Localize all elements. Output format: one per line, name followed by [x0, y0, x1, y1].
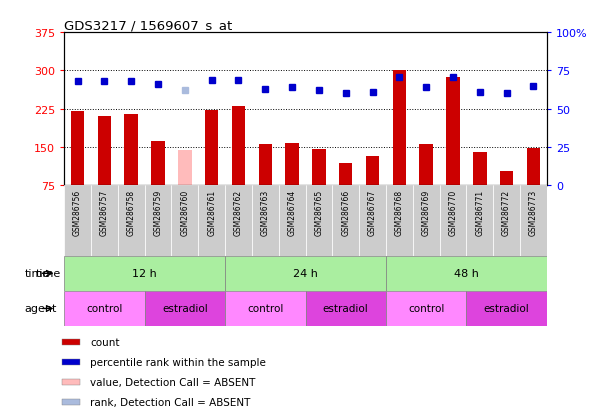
Bar: [473, 153, 486, 186]
Text: count: count: [90, 337, 120, 347]
Text: GSM286759: GSM286759: [153, 189, 163, 235]
Bar: [62, 358, 80, 366]
Bar: [413, 186, 439, 256]
Bar: [493, 186, 520, 256]
Text: estradiol: estradiol: [484, 304, 530, 314]
Text: estradiol: estradiol: [162, 304, 208, 314]
Bar: [172, 186, 198, 256]
Bar: [332, 186, 359, 256]
Bar: [118, 186, 145, 256]
Text: GSM286768: GSM286768: [395, 189, 404, 235]
Text: control: control: [247, 304, 284, 314]
Bar: [306, 186, 332, 256]
Bar: [145, 291, 225, 326]
Text: GSM286760: GSM286760: [180, 189, 189, 235]
Text: time: time: [24, 268, 49, 279]
Text: GSM286767: GSM286767: [368, 189, 377, 235]
Bar: [145, 186, 172, 256]
Bar: [366, 157, 379, 186]
Bar: [71, 112, 84, 186]
Text: 48 h: 48 h: [454, 268, 479, 279]
Bar: [64, 291, 145, 326]
Text: GSM286758: GSM286758: [126, 189, 136, 235]
Bar: [125, 114, 138, 186]
Bar: [64, 186, 91, 256]
Text: 24 h: 24 h: [293, 268, 318, 279]
Bar: [339, 164, 353, 186]
Bar: [178, 150, 191, 186]
Bar: [62, 379, 80, 385]
Bar: [527, 149, 540, 186]
Text: GSM286766: GSM286766: [341, 189, 350, 235]
Bar: [359, 186, 386, 256]
Text: GSM286765: GSM286765: [315, 189, 323, 235]
Text: GSM286762: GSM286762: [234, 189, 243, 235]
Text: GSM286773: GSM286773: [529, 189, 538, 235]
Bar: [386, 291, 466, 326]
Bar: [225, 256, 386, 291]
Text: control: control: [408, 304, 444, 314]
Text: estradiol: estradiol: [323, 304, 368, 314]
Bar: [466, 291, 547, 326]
Text: time: time: [36, 268, 61, 279]
Bar: [198, 186, 225, 256]
Bar: [64, 256, 225, 291]
Text: GDS3217 / 1569607_s_at: GDS3217 / 1569607_s_at: [64, 19, 232, 32]
Bar: [386, 186, 413, 256]
Text: GSM286761: GSM286761: [207, 189, 216, 235]
Text: GSM286772: GSM286772: [502, 189, 511, 235]
Bar: [91, 186, 118, 256]
Bar: [439, 186, 466, 256]
Bar: [62, 399, 80, 405]
Bar: [152, 142, 165, 186]
Text: GSM286771: GSM286771: [475, 189, 485, 235]
Bar: [446, 77, 459, 186]
Bar: [306, 291, 386, 326]
Bar: [420, 145, 433, 186]
Text: GSM286756: GSM286756: [73, 189, 82, 235]
Bar: [500, 171, 513, 186]
Text: value, Detection Call = ABSENT: value, Detection Call = ABSENT: [90, 377, 255, 387]
Bar: [279, 186, 306, 256]
Bar: [312, 149, 326, 186]
Text: GSM286757: GSM286757: [100, 189, 109, 235]
Text: agent: agent: [24, 304, 57, 314]
Bar: [285, 144, 299, 186]
Text: percentile rank within the sample: percentile rank within the sample: [90, 357, 266, 367]
Bar: [98, 117, 111, 186]
Bar: [232, 107, 245, 186]
Text: GSM286764: GSM286764: [288, 189, 296, 235]
Bar: [393, 71, 406, 186]
Bar: [225, 186, 252, 256]
Bar: [62, 339, 80, 345]
Text: control: control: [86, 304, 123, 314]
Text: rank, Detection Call = ABSENT: rank, Detection Call = ABSENT: [90, 397, 251, 407]
Bar: [252, 186, 279, 256]
Bar: [520, 186, 547, 256]
Bar: [205, 110, 218, 186]
Text: GSM286770: GSM286770: [448, 189, 458, 235]
Text: 12 h: 12 h: [132, 268, 157, 279]
Bar: [466, 186, 493, 256]
Bar: [225, 291, 306, 326]
Text: GSM286763: GSM286763: [261, 189, 270, 235]
Text: GSM286769: GSM286769: [422, 189, 431, 235]
Bar: [386, 256, 547, 291]
Bar: [258, 145, 272, 186]
